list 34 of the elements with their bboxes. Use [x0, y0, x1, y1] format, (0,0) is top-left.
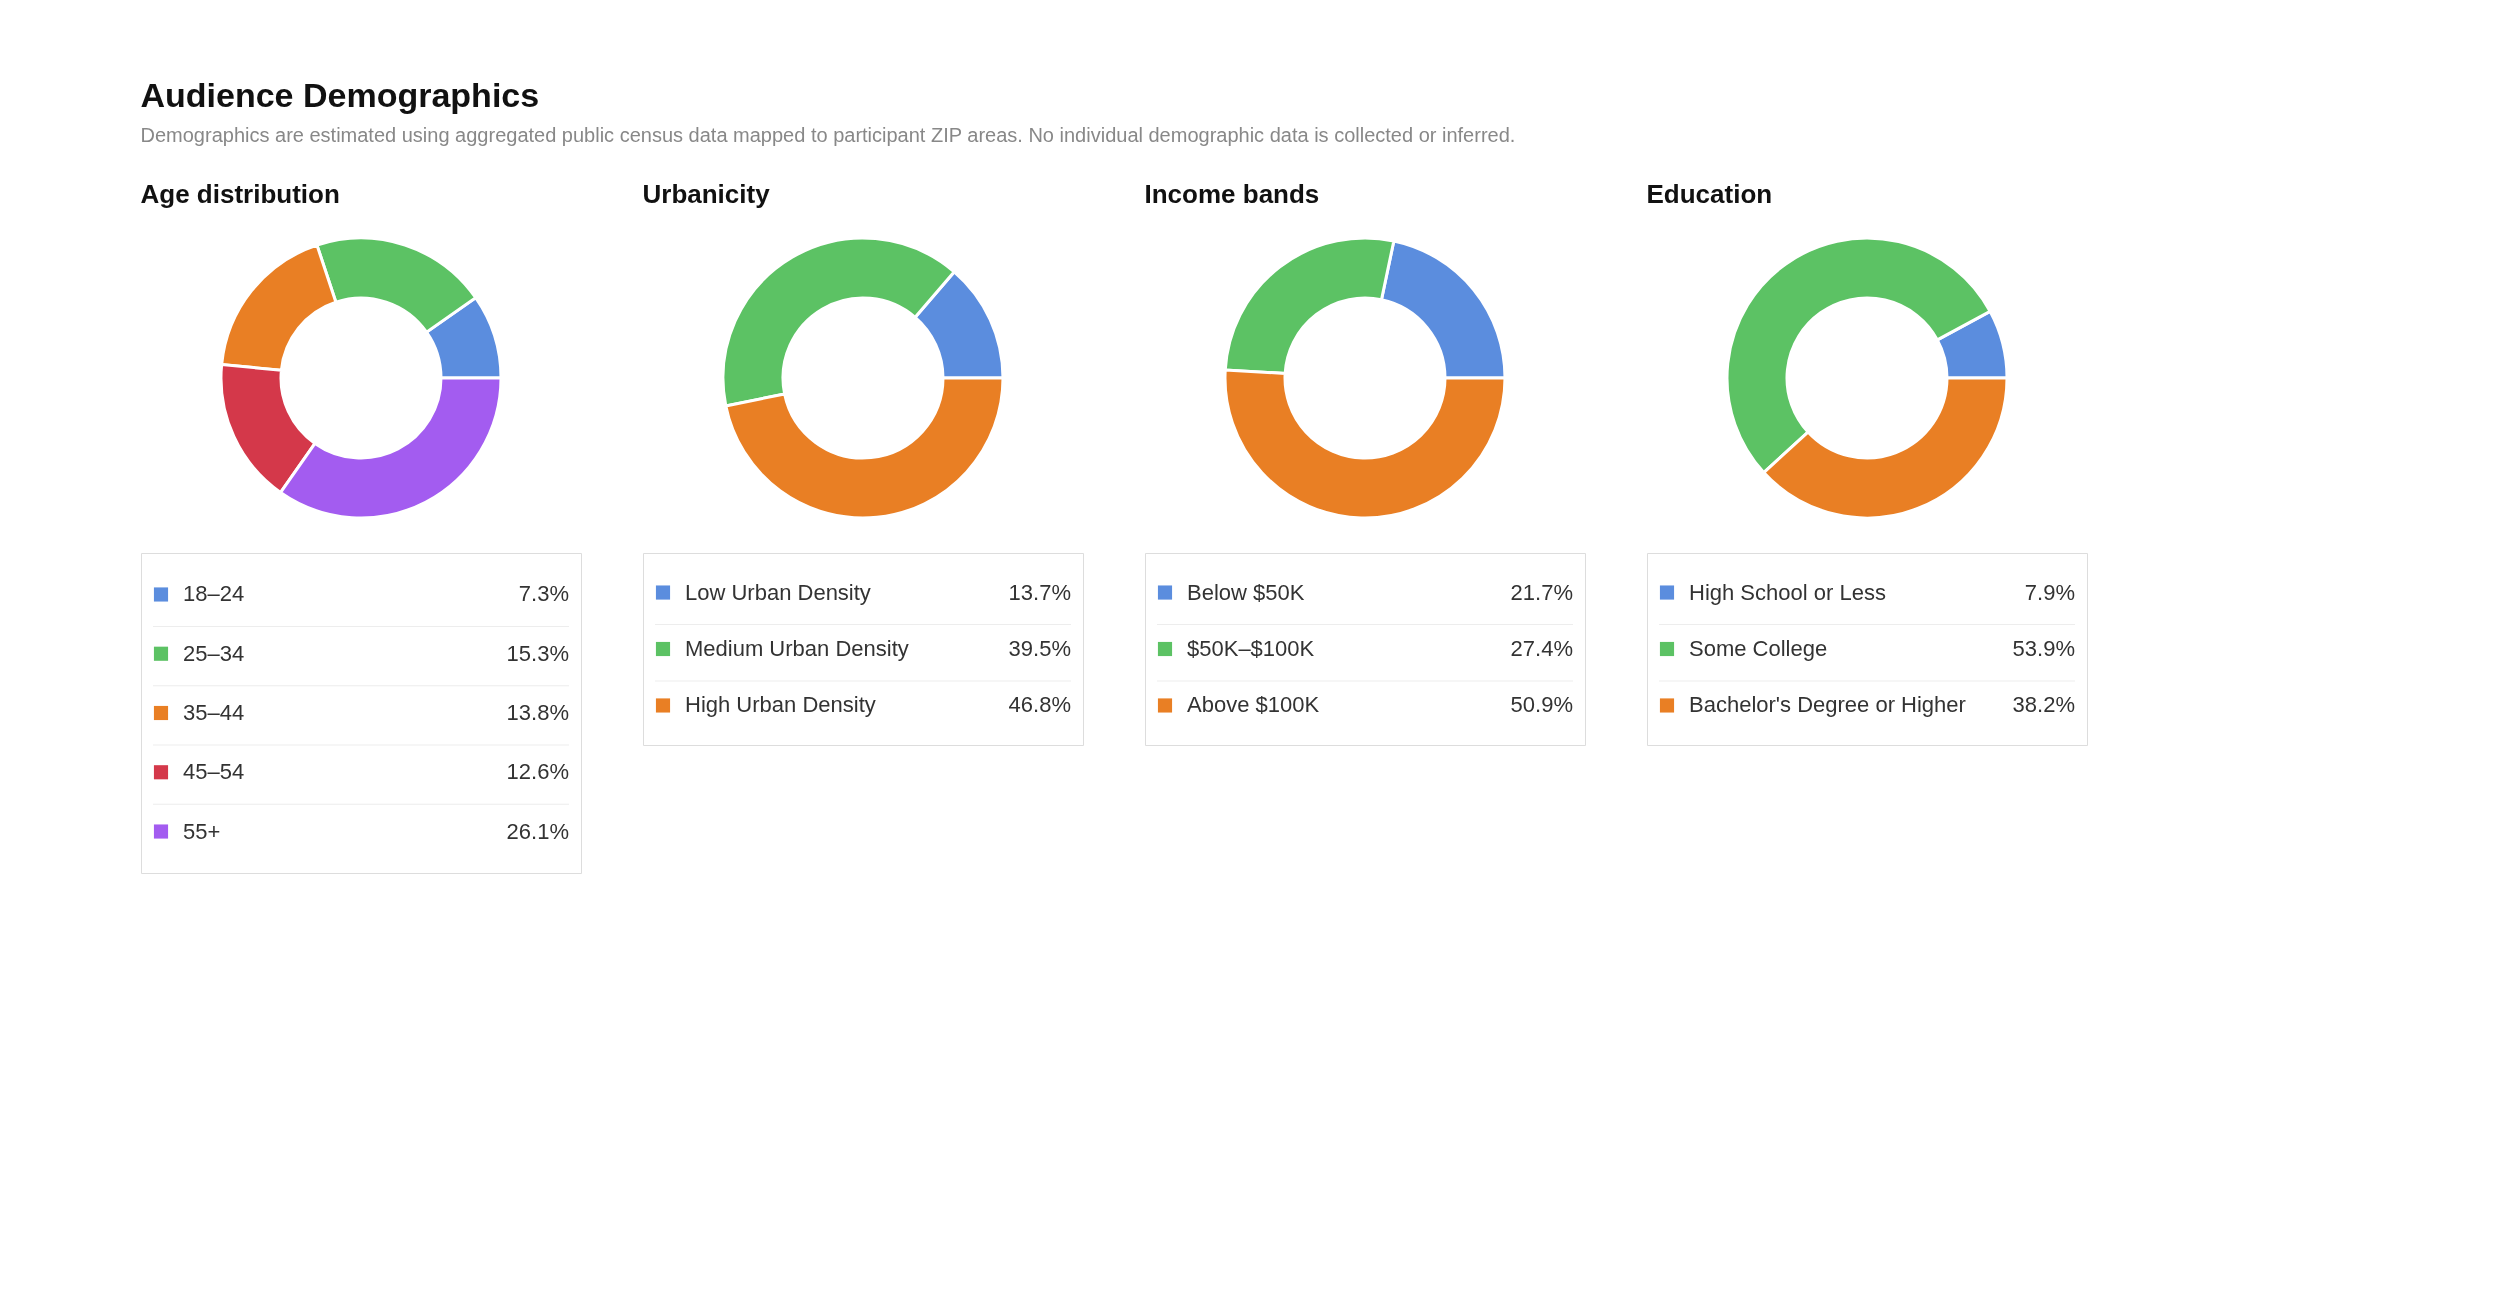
- legend-label: 35–44: [183, 700, 245, 725]
- data-label: 15.3%: [506, 640, 569, 666]
- legend-label: 55+: [183, 818, 221, 844]
- data-label: 26.1%: [506, 818, 569, 844]
- legend-label: Medium Urban Density: [685, 636, 909, 661]
- data-label: 13.8%: [506, 700, 569, 725]
- data-label: 27.4%: [1510, 636, 1573, 661]
- chart-title: Age distribution: [140, 179, 340, 209]
- data-label: 21.7%: [1510, 579, 1573, 605]
- legend-label: Low Urban Density: [685, 579, 871, 605]
- legend-label: Bachelor's Degree or Higher: [1689, 692, 1966, 718]
- legend-label: 18–24: [183, 581, 245, 607]
- legend-label: $50K–$100K: [1187, 636, 1315, 661]
- data-label: 7.9%: [2024, 579, 2075, 605]
- legend-label: High Urban Density: [685, 692, 876, 718]
- data-label: 39.5%: [1008, 636, 1071, 661]
- legend-label: 25–34: [183, 640, 245, 666]
- legend-label: High School or Less: [1689, 579, 1886, 605]
- text: Audience Demographics: [140, 76, 540, 114]
- data-label: 13.7%: [1008, 579, 1071, 605]
- data-label: 38.2%: [2012, 692, 2075, 718]
- data-label: 50.9%: [1510, 692, 1573, 718]
- data-label: 46.8%: [1008, 692, 1071, 718]
- data-label: 7.3%: [518, 581, 569, 607]
- text: Demographics are estimated using aggregated public census data mapped to participant ZIP areas. No individual demographic data is collected or inferred.: [140, 124, 1516, 146]
- legend-label: Below $50K: [1187, 579, 1305, 605]
- chart-title: Urbanicity: [642, 179, 771, 209]
- legend-label: 45–54: [183, 759, 245, 785]
- data-label: 53.9%: [2012, 636, 2075, 661]
- data-label: 12.6%: [506, 759, 569, 785]
- legend-label: Some College: [1689, 636, 1828, 661]
- chart-title: Education: [1646, 179, 1773, 209]
- chart-title: Income bands: [1144, 179, 1320, 209]
- legend-label: Above $100K: [1187, 692, 1320, 718]
